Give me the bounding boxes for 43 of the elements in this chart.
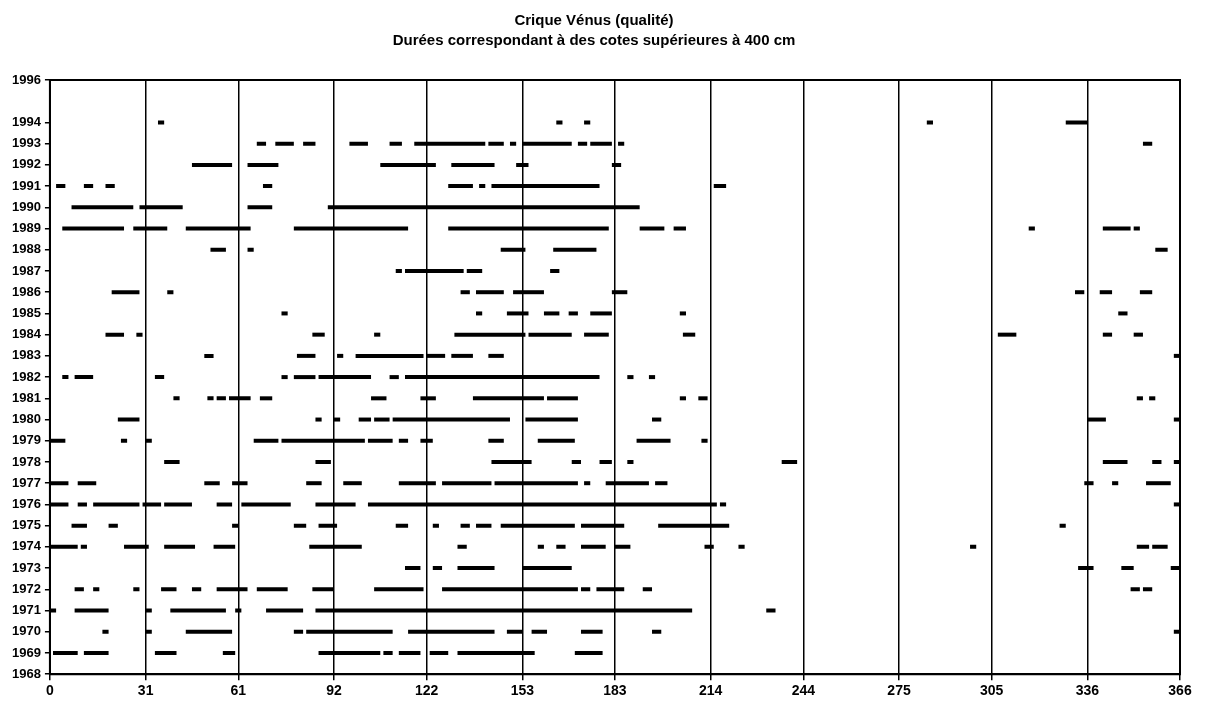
y-tick-label: 1971 bbox=[12, 602, 41, 618]
y-tick-label: 1976 bbox=[12, 496, 41, 512]
y-tick-label: 1991 bbox=[12, 177, 41, 193]
x-tick-label: 366 bbox=[1168, 682, 1192, 699]
x-tick-label: 275 bbox=[887, 682, 911, 699]
y-tick-label: 1993 bbox=[12, 135, 41, 151]
y-tick-label: 1988 bbox=[12, 241, 41, 257]
x-tick-label: 244 bbox=[791, 682, 816, 699]
x-tick-label: 92 bbox=[326, 682, 342, 699]
y-tick-label: 1982 bbox=[12, 368, 41, 384]
y-tick-label: 1992 bbox=[12, 156, 41, 172]
y-tick-label: 1994 bbox=[12, 114, 42, 130]
y-tick-label: 1983 bbox=[12, 347, 41, 363]
x-tick-label: 0 bbox=[46, 682, 55, 699]
y-tick-label: 1989 bbox=[12, 220, 41, 236]
y-tick-label: 1973 bbox=[12, 559, 41, 575]
y-tick-label: 1979 bbox=[12, 432, 41, 448]
x-tick-label: 61 bbox=[230, 682, 247, 699]
x-tick-label: 305 bbox=[979, 682, 1004, 699]
chart-title: Crique Vénus (qualité) bbox=[514, 11, 674, 29]
y-tick-label: 1978 bbox=[12, 453, 41, 469]
y-tick-label: 1985 bbox=[12, 305, 41, 321]
x-tick-label: 122 bbox=[414, 682, 439, 699]
y-tick-label: 1984 bbox=[12, 326, 42, 342]
chart-subtitle: Durées correspondant à des cotes supérieures à 400 cm bbox=[392, 31, 796, 49]
x-tick-label: 183 bbox=[603, 682, 627, 699]
y-tick-label: 1980 bbox=[12, 411, 41, 427]
y-tick-label: 1972 bbox=[12, 580, 41, 596]
y-tick-label: 1981 bbox=[12, 389, 41, 405]
x-tick-label: 336 bbox=[1075, 682, 1100, 699]
y-tick-label: 1974 bbox=[12, 538, 42, 554]
x-tick-label: 153 bbox=[510, 682, 535, 699]
y-tick-label: 1986 bbox=[12, 283, 41, 299]
y-tick-label: 1968 bbox=[12, 665, 41, 681]
y-tick-label: 1975 bbox=[12, 517, 41, 533]
y-tick-label: 1996 bbox=[12, 71, 41, 87]
y-tick-label: 1977 bbox=[12, 474, 41, 490]
x-tick-label: 214 bbox=[699, 682, 723, 699]
x-tick-label: 31 bbox=[137, 682, 154, 699]
y-tick-label: 1987 bbox=[12, 262, 41, 278]
y-tick-label: 1990 bbox=[12, 198, 41, 214]
y-tick-label: 1969 bbox=[12, 644, 41, 660]
y-tick-label: 1970 bbox=[12, 623, 41, 639]
